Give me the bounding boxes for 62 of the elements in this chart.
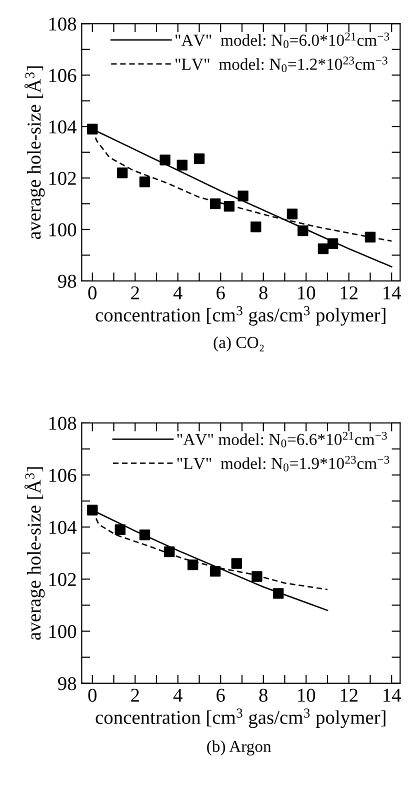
x-tick-label: 10: [298, 286, 316, 300]
legend-label: "LV" model: N$_{0}$=1.9*10$^{23}$cm$^{−3}$: [177, 456, 390, 472]
x-tick-label: 14: [384, 688, 402, 702]
y-tick-label: 100: [49, 625, 76, 638]
legend-label: "AV" model: N$_{0}$=6.6*10$^{21}$cm$^{−3}$: [177, 432, 387, 448]
point: [210, 566, 221, 577]
point: [224, 200, 235, 212]
point: [116, 168, 128, 178]
point: [252, 571, 262, 582]
point: [139, 176, 150, 188]
point: [160, 154, 170, 166]
y-axis-title: average hole-size [Å$^{3}$]: [24, 66, 45, 239]
point: [164, 546, 175, 558]
y-tick-label: 106: [49, 68, 76, 82]
x-tick-label: 4: [173, 688, 182, 702]
point: [286, 208, 298, 220]
point: [231, 558, 242, 569]
point: [210, 198, 221, 210]
x-tick-label: 2: [131, 688, 139, 702]
x-tick-label: 6: [216, 286, 225, 300]
x-tick-label: 8: [259, 688, 268, 702]
y-tick-label: 98: [58, 677, 76, 690]
x-tick-label: 12: [340, 688, 358, 702]
y-tick-label: 100: [49, 223, 76, 236]
y-tick-label: 108: [49, 416, 76, 430]
x-tick-label: 12: [340, 286, 358, 300]
point: [114, 524, 126, 536]
y-tick-label: 104: [49, 120, 77, 134]
x-tick-label: 4: [173, 286, 182, 300]
point: [298, 225, 308, 236]
x-axis-title: concentration [cm$^{3}$ gas/cm$^{3}$ polymer]: [96, 708, 386, 728]
text: (b) Argon: [207, 740, 272, 756]
point: [87, 124, 98, 134]
y-tick-label: 106: [49, 468, 76, 482]
x-axis-title: concentration [cm$^{3}$ gas/cm$^{3}$ polymer]: [96, 306, 386, 326]
y-tick-label: 102: [49, 172, 76, 185]
point: [364, 232, 376, 243]
point: [272, 588, 284, 599]
x-tick-label: 2: [131, 286, 139, 300]
point: [194, 153, 205, 164]
legend-label: "AV" model: N$_{0}$=6.0*10$^{21}$cm$^{−3}$: [176, 32, 390, 48]
point: [139, 530, 150, 540]
point: [318, 243, 329, 254]
x-tick-label: 10: [298, 688, 316, 702]
legend-label: "LV" model: N$_{0}$=1.2*10$^{23}$cm$^{−3}$: [176, 56, 388, 72]
point: [327, 238, 338, 249]
text: (a) CO₂: [214, 336, 264, 352]
y-tick-label: 98: [58, 274, 76, 288]
y-axis-title: average hole-size [Å$^{3}$]: [24, 467, 45, 640]
x-tick-label: 6: [216, 688, 225, 702]
y-tick-label: 102: [49, 572, 76, 586]
x-tick-label: 0: [88, 688, 97, 702]
y-tick-label: 104: [49, 520, 77, 534]
point: [176, 160, 188, 170]
point: [187, 559, 198, 570]
point: [238, 190, 248, 202]
y-tick-label: 108: [49, 17, 76, 31]
x-tick-label: 8: [259, 286, 268, 300]
x-tick-label: 14: [384, 286, 402, 300]
x-tick-label: 0: [88, 286, 97, 300]
point: [87, 504, 98, 516]
point: [250, 222, 262, 232]
